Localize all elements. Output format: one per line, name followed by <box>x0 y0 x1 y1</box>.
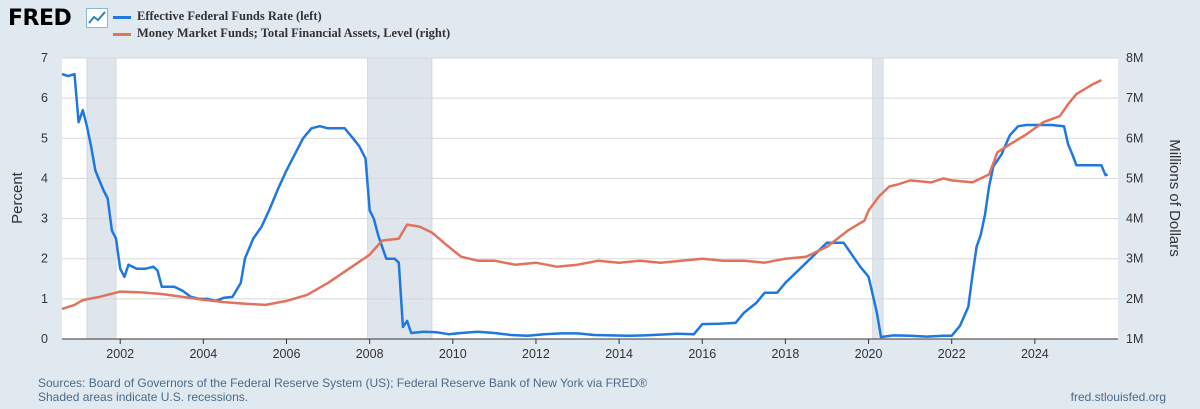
y-left-tick-label: 4 <box>41 171 48 185</box>
y-right-tick-label: 6M <box>1126 131 1143 145</box>
y-right-tick-label: 2M <box>1126 292 1143 306</box>
y-axis-label-left: Percent <box>9 171 26 224</box>
x-tick-label: 2016 <box>688 347 716 361</box>
x-tick-label: 2014 <box>605 347 633 361</box>
y-left-tick-label: 2 <box>41 252 48 266</box>
x-tick-label: 2022 <box>938 347 966 361</box>
x-tick-label: 2024 <box>1021 347 1049 361</box>
series-line-fed-funds <box>61 72 1109 339</box>
y-left-tick-label: 3 <box>41 212 48 226</box>
y-left-tick-label: 7 <box>41 51 48 65</box>
x-tick-label: 2012 <box>522 347 550 361</box>
legend-item-money-market: Money Market Funds; Total Financial Asse… <box>113 26 450 41</box>
legend-swatch-fed-funds <box>113 15 131 19</box>
y-axis-label-right: Millions of Dollars <box>1166 139 1183 257</box>
footer-recession-note: Shaded areas indicate U.S. recessions. <box>38 390 249 404</box>
y-right-tick-label: 7M <box>1126 91 1143 105</box>
x-tick-label: 2018 <box>771 347 799 361</box>
y-left-tick-label: 1 <box>41 292 48 306</box>
y-right-tick-label: 8M <box>1126 51 1143 65</box>
fred-logo[interactable]: FRED <box>8 6 72 31</box>
y-right-tick-label: 3M <box>1126 252 1143 266</box>
recession-band-0 <box>86 57 117 340</box>
x-tick-label: 2020 <box>855 347 883 361</box>
legend-label-money-market: Money Market Funds; Total Financial Asse… <box>137 26 451 40</box>
y-left-tick-label: 0 <box>41 332 48 346</box>
footer-site-link[interactable]: fred.stlouisfed.org <box>1070 390 1166 404</box>
x-tick-label: 2008 <box>356 347 384 361</box>
x-tick-label: 2006 <box>273 347 301 361</box>
trend-chart-icon <box>86 8 108 28</box>
footer-sources: Sources: Board of Governors of the Feder… <box>38 376 648 390</box>
x-tick-label: 2004 <box>189 347 217 361</box>
y-right-tick-label: 5M <box>1126 171 1143 185</box>
y-right-tick-label: 4M <box>1126 212 1143 226</box>
footer: Sources: Board of Governors of the Feder… <box>38 376 647 404</box>
header: FRED Effective Federal Funds Rate (left)… <box>0 0 1200 46</box>
y-left-tick-label: 6 <box>41 91 48 105</box>
legend-item-fed-funds: Effective Federal Funds Rate (left) <box>113 9 322 24</box>
plot-area <box>62 58 1118 339</box>
legend-swatch-money-market <box>113 32 131 36</box>
y-left-tick-label: 5 <box>41 131 48 145</box>
legend-label-fed-funds: Effective Federal Funds Rate (left) <box>137 9 322 23</box>
x-tick-label: 2002 <box>106 347 134 361</box>
x-tick-label: 2010 <box>439 347 467 361</box>
y-right-tick-label: 1M <box>1126 332 1143 346</box>
series-line-money-market <box>61 78 1102 311</box>
